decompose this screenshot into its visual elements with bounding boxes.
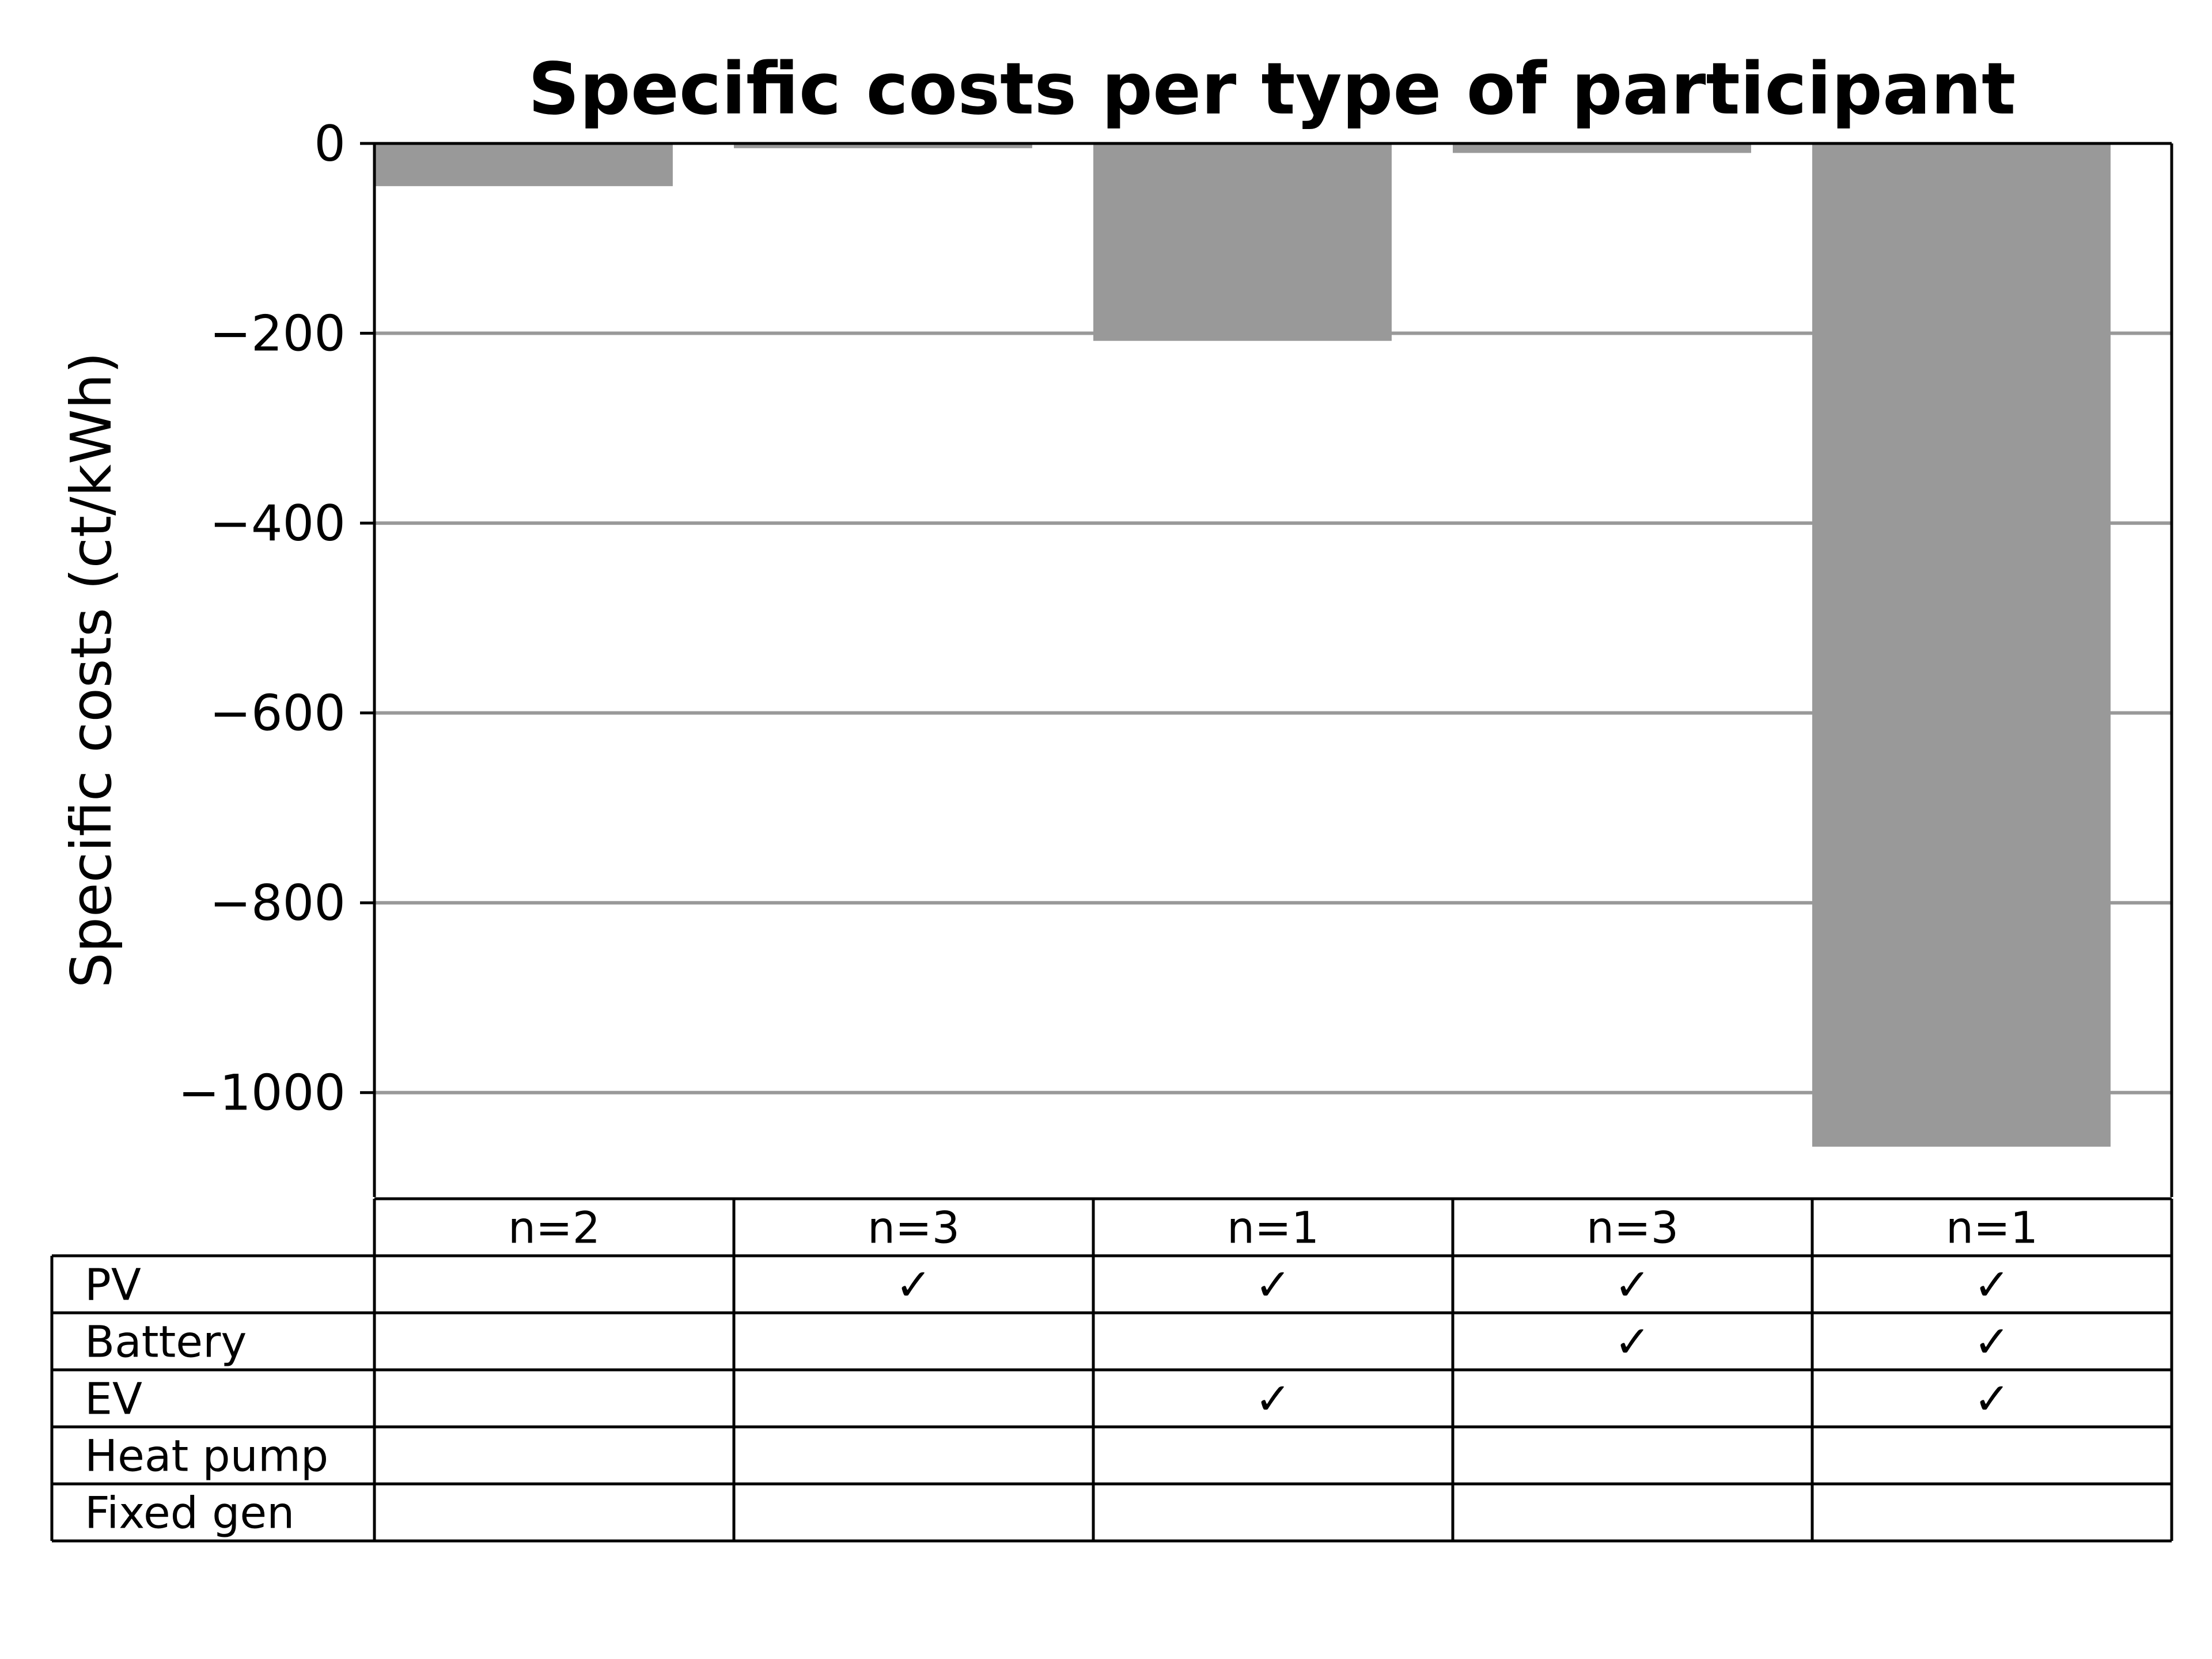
y-tick-label: 0	[314, 115, 346, 173]
bar	[1453, 143, 1751, 153]
table-column-header: n=1	[1946, 1202, 2038, 1253]
table-check-mark: ✓	[1974, 1316, 2010, 1368]
bar	[1093, 143, 1392, 341]
y-tick-label: −200	[210, 305, 346, 363]
table-row-label: Fixed gen	[85, 1487, 294, 1539]
table-check-mark: ✓	[1255, 1259, 1291, 1310]
table-row-label: Heat pump	[85, 1430, 328, 1482]
y-tick-label: −400	[210, 495, 346, 552]
table-check-mark: ✓	[1974, 1259, 2010, 1310]
bar	[374, 143, 673, 187]
table-check-mark: ✓	[1974, 1373, 2010, 1425]
table-column-header: n=3	[1586, 1202, 1679, 1253]
table-check-mark: ✓	[1255, 1373, 1291, 1425]
table-check-mark: ✓	[1614, 1316, 1651, 1368]
table-column-header: n=3	[868, 1202, 960, 1253]
axes: 0 −200 −400 −600 −800 −1000	[178, 115, 2173, 1197]
table-column-header: n=1	[1227, 1202, 1319, 1253]
table-column-header: n=2	[508, 1202, 600, 1253]
y-axis-label: Specific costs (ct/kWh)	[59, 352, 124, 988]
table-row-label: Battery	[85, 1316, 247, 1368]
participant-table: n=2 n=3 n=1 n=3 n=1PV ✓ ✓ ✓ ✓Battery ✓ ✓EV ✓ ✓Heat p…	[50, 1197, 2173, 1543]
table-row-label: EV	[85, 1373, 142, 1425]
bar	[1812, 143, 2111, 1147]
y-tick-label: −1000	[178, 1065, 346, 1122]
y-tick-label: −600	[210, 685, 346, 743]
bar	[734, 143, 1032, 149]
table-check-mark: ✓	[895, 1259, 932, 1310]
bars	[374, 143, 2111, 1147]
table-check-mark: ✓	[1614, 1259, 1651, 1310]
y-tick-label: −800	[210, 874, 346, 932]
table-row-label: PV	[85, 1259, 141, 1310]
chart-title: Specific costs per type of participant	[528, 48, 2016, 131]
